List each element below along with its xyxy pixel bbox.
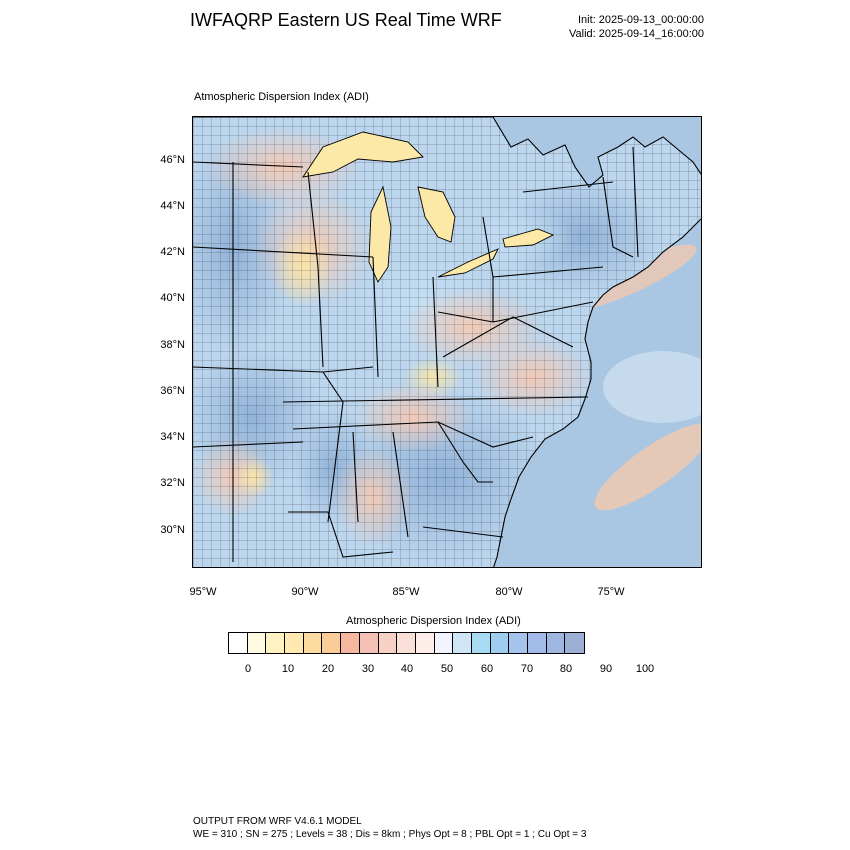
- page-title: IWFAQRP Eastern US Real Time WRF: [190, 10, 502, 30]
- lon-label: 90°W: [291, 586, 319, 598]
- footer-model: OUTPUT FROM WRF V4.6.1 MODEL: [193, 816, 362, 827]
- colorbar-cell: [490, 633, 510, 653]
- colorbar-cell: [565, 633, 585, 653]
- lat-label: 44°N: [160, 200, 185, 212]
- colorbar-cell: [359, 633, 379, 653]
- colorbar-label: 80: [559, 663, 573, 675]
- colorbar-cell: [341, 633, 360, 653]
- colorbar-label: 70: [520, 663, 534, 675]
- ocean-warm-band: [594, 423, 701, 511]
- colorbar-title: Atmospheric Dispersion Index (ADI): [346, 615, 521, 627]
- lat-label: 42°N: [160, 246, 185, 258]
- adi-map: [192, 116, 702, 568]
- colorbar-cell: [322, 633, 342, 653]
- state-borders: [193, 146, 639, 562]
- lat-label: 40°N: [160, 292, 185, 304]
- lat-label: 32°N: [160, 477, 185, 489]
- lake-ontario: [502, 228, 555, 248]
- colorbar-label: 10: [281, 663, 295, 675]
- colorbar-cell: [247, 633, 267, 653]
- colorbar-cell: [546, 633, 566, 653]
- lake-michigan: [368, 185, 392, 283]
- lon-label: 80°W: [495, 586, 523, 598]
- map-subtitle: Atmospheric Dispersion Index (ADI): [194, 91, 369, 103]
- colorbar-cell: [378, 633, 398, 653]
- footer-config: WE = 310 ; SN = 275 ; Levels = 38 ; Dis …: [193, 829, 587, 840]
- colorbar-cell: [266, 633, 286, 653]
- colorbar-cell: [434, 633, 454, 653]
- colorbar-cell: [453, 633, 472, 653]
- colorbar-label: 90: [599, 663, 613, 675]
- lake-erie: [437, 248, 499, 278]
- init-time: Init: 2025-09-13_00:00:00: [578, 14, 704, 26]
- colorbar-cell: [415, 633, 435, 653]
- colorbar-label: 30: [361, 663, 375, 675]
- colorbar-label: 20: [321, 663, 335, 675]
- lat-label: 38°N: [160, 339, 185, 351]
- lon-label: 95°W: [189, 586, 217, 598]
- lon-label: 85°W: [392, 586, 420, 598]
- coastline: [193, 117, 701, 567]
- lat-label: 46°N: [160, 154, 185, 166]
- lat-label: 34°N: [160, 431, 185, 443]
- valid-time: Valid: 2025-09-14_16:00:00: [569, 28, 704, 40]
- lon-label: 75°W: [597, 586, 625, 598]
- lake-huron: [417, 186, 456, 243]
- lat-label: 36°N: [160, 385, 185, 397]
- lat-label: 30°N: [160, 524, 185, 536]
- colorbar-label: 40: [400, 663, 414, 675]
- colorbar-cell: [528, 633, 547, 653]
- lake-superior: [302, 131, 424, 178]
- colorbar: [228, 632, 586, 654]
- colorbar-cell: [303, 633, 323, 653]
- colorbar-label: 0: [244, 663, 252, 675]
- colorbar-cell: [285, 633, 304, 653]
- colorbar-cell: [509, 633, 528, 653]
- ocean-shading: [603, 351, 701, 423]
- colorbar-label: 60: [480, 663, 494, 675]
- colorbar-cell: [397, 633, 416, 653]
- colorbar-label: 50: [440, 663, 454, 675]
- colorbar-cell: [229, 633, 248, 653]
- colorbar-label: 100: [635, 663, 655, 675]
- colorbar-cell: [471, 633, 491, 653]
